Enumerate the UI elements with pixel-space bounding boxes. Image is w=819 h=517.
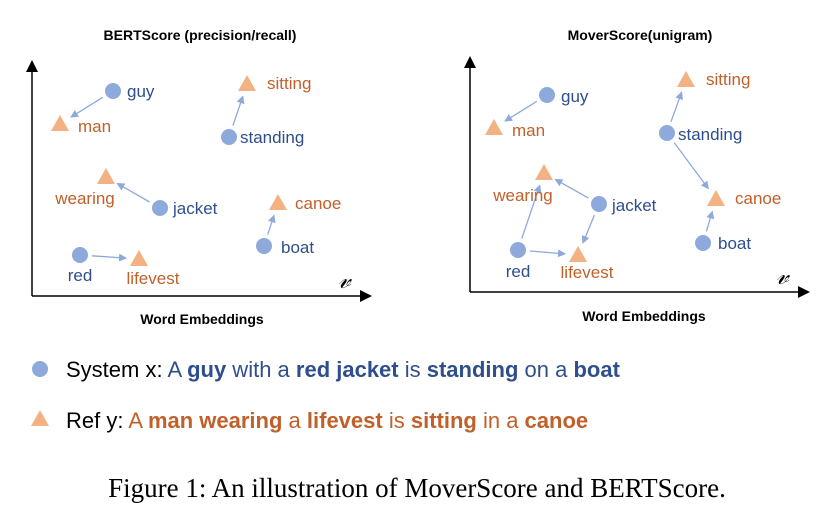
embedding-points: guy standing jacket red boat man sitting wearin… — [51, 74, 341, 288]
sentence-label: System x: — [66, 357, 167, 382]
sentence-text: A — [167, 357, 187, 382]
system-word-label: red — [68, 266, 93, 285]
sentence-keyword: lifevest — [307, 408, 383, 433]
system-point-guy — [539, 87, 555, 103]
reference-word-label: sitting — [267, 74, 311, 93]
x-axis-label: Word Embeddings — [140, 311, 264, 327]
reference-word-label: canoe — [735, 189, 781, 208]
alignment-arrows — [504, 91, 715, 258]
system-point-red — [510, 242, 526, 258]
reference-word-label: wearing — [492, 186, 553, 205]
sentence-text: is — [383, 408, 411, 433]
sentence-keyword: man wearing — [148, 408, 282, 433]
sentence-text: a — [282, 408, 306, 433]
sentence-text: on a — [518, 357, 573, 382]
reference-word-label: man — [512, 121, 545, 140]
x-axis-label: Word Embeddings — [582, 308, 706, 324]
reference-point-lifevest — [569, 246, 587, 262]
sentence-keyword: canoe — [525, 408, 589, 433]
alignment-arrow-jacket-to-wearing — [116, 182, 150, 203]
vocab-space-symbol: 𝓋 — [776, 261, 790, 291]
sentence-text: is — [399, 357, 427, 382]
sentence-keyword: boat — [573, 357, 620, 382]
legend: System x: A guy with a red jacket is sta… — [31, 357, 621, 433]
alignment-arrow-guy-to-man — [504, 100, 538, 122]
sentence-keyword: standing — [427, 357, 519, 382]
sentence-text: in a — [477, 408, 525, 433]
alignment-arrow-boat-to-canoe — [267, 214, 276, 235]
alignment-arrow-standing-to-sitting — [232, 95, 245, 126]
alignment-arrow-jacket-to-wearing — [554, 178, 589, 199]
reference-point-wearing — [97, 168, 115, 184]
sentence-keyword: guy — [187, 357, 227, 382]
alignment-arrows — [70, 95, 276, 262]
embedding-points: guy standing jacket red boat man sitting wearin… — [485, 70, 781, 282]
reference-word-label: wearing — [54, 189, 115, 208]
system-point-marker — [32, 361, 48, 377]
system-point-standing — [659, 125, 675, 141]
sentence-keyword: sitting — [411, 408, 477, 433]
reference-point-canoe — [707, 190, 725, 206]
system-point-guy — [105, 83, 121, 99]
reference-point-canoe — [269, 194, 287, 210]
reference-point-wearing — [535, 164, 553, 180]
vocab-space-symbol: 𝓋 — [338, 265, 352, 295]
system-word-label: standing — [678, 125, 742, 144]
reference-point-sitting — [677, 71, 695, 87]
alignment-arrow-standing-to-canoe — [673, 142, 709, 190]
system-point-boat — [256, 238, 272, 254]
reference-point-man — [51, 115, 69, 131]
system-word-label: boat — [281, 238, 314, 257]
system-word-label: jacket — [172, 199, 218, 218]
sentence-keyword: red jacket — [296, 357, 399, 382]
sentence-text: A — [128, 408, 148, 433]
panel-bertscore: BERTScore (precision/recall) 𝓋 Word Embe… — [26, 27, 372, 327]
alignment-arrow-red-to-lifevest — [91, 253, 127, 262]
alignment-arrow-red-to-wearing — [521, 184, 542, 239]
reference-word-label: lifevest — [127, 269, 180, 288]
system-word-label: guy — [127, 82, 155, 101]
system-word-label: standing — [240, 128, 304, 147]
system-point-jacket — [591, 196, 607, 212]
reference-point-lifevest — [130, 250, 148, 266]
reference-word-label: canoe — [295, 194, 341, 213]
alignment-arrow-standing-to-sitting — [670, 91, 683, 122]
alignment-arrow-guy-to-man — [70, 96, 104, 118]
system-word-label: jacket — [611, 196, 657, 215]
system-point-red — [72, 247, 88, 263]
panel-title: BERTScore (precision/recall) — [104, 27, 297, 43]
alignment-arrow-red-to-lifevest — [529, 249, 566, 258]
system-sentence: System x: A guy with a red jacket is sta… — [66, 357, 621, 382]
system-word-label: boat — [718, 234, 751, 253]
system-point-jacket — [152, 200, 168, 216]
system-word-label: red — [506, 262, 531, 281]
reference-point-marker — [31, 410, 49, 426]
system-point-boat — [695, 235, 711, 251]
reference-word-label: man — [78, 117, 111, 136]
reference-sentence: Ref y: A man wearing a lifevest is sitti… — [66, 408, 588, 433]
reference-point-man — [485, 119, 503, 135]
figure-caption: Figure 1: An illustration of MoverScore … — [108, 473, 726, 503]
system-word-label: guy — [561, 87, 589, 106]
reference-point-sitting — [238, 75, 256, 91]
reference-word-label: sitting — [706, 70, 750, 89]
sentence-text: with a — [226, 357, 296, 382]
panel-title: MoverScore(unigram) — [568, 27, 713, 43]
sentence-label: Ref y: — [66, 408, 128, 433]
system-point-standing — [221, 129, 237, 145]
alignment-arrow-jacket-to-lifevest — [581, 214, 596, 244]
reference-word-label: lifevest — [561, 263, 614, 282]
alignment-arrow-boat-to-canoe — [705, 210, 715, 232]
panel-moverscore: MoverScore(unigram) 𝓋 Word Embeddings gu… — [464, 27, 810, 324]
